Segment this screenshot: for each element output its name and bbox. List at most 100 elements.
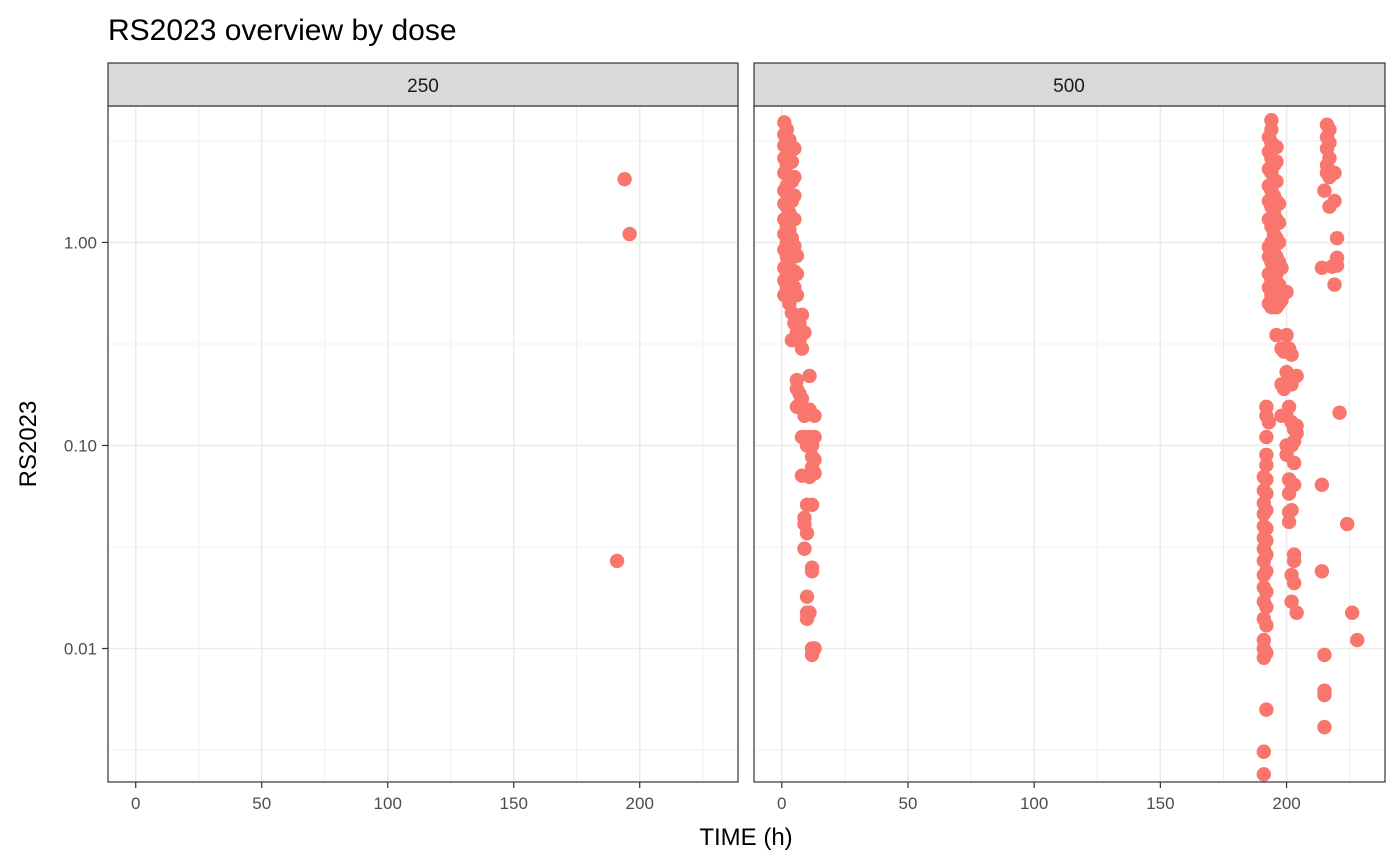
facet-strip [107, 62, 739, 107]
data-point [1259, 457, 1274, 473]
x-tick-label: 200 [626, 794, 654, 813]
data-point [802, 368, 817, 384]
data-point [1259, 645, 1274, 661]
data-point [1279, 284, 1294, 300]
data-point [1286, 455, 1302, 471]
data-point [1259, 502, 1274, 518]
data-point [1259, 399, 1274, 415]
data-point [1259, 547, 1274, 562]
data-point [1259, 429, 1274, 445]
panel-250: 250 0 50 100 150 200 [107, 62, 739, 813]
data-point [1259, 486, 1274, 501]
x-tick-label: 100 [374, 794, 402, 813]
data-point [807, 466, 822, 481]
data-point [1350, 632, 1365, 648]
data-point [799, 525, 815, 541]
data-point [1269, 154, 1284, 169]
x-tick-label: 200 [1272, 794, 1300, 813]
data-point [1259, 564, 1274, 579]
data-point [1281, 399, 1297, 415]
data-point [1289, 605, 1304, 620]
data-point [787, 169, 802, 185]
data-point [1259, 584, 1274, 600]
data-point [1286, 477, 1302, 493]
y-axis: 0.01 0.10 1.00 [64, 233, 108, 658]
panel-background [108, 106, 738, 782]
data-point [794, 391, 810, 406]
facet-label: 250 [407, 76, 439, 97]
data-point [1269, 174, 1284, 189]
points [609, 171, 637, 569]
x-tick-label: 50 [252, 794, 271, 813]
data-point [787, 188, 802, 203]
y-axis-title: RS2023 [15, 401, 42, 488]
data-point [1289, 368, 1304, 384]
data-point [1286, 553, 1302, 569]
gridlines [108, 106, 738, 782]
data-point [787, 141, 802, 156]
data-point [1259, 521, 1274, 536]
data-point [789, 287, 805, 303]
data-point [1322, 135, 1337, 150]
x-axis-title: TIME (h) [699, 824, 792, 851]
x-tick-label: 0 [131, 794, 140, 813]
data-point [789, 266, 805, 282]
data-point [1322, 151, 1337, 166]
points [777, 113, 1365, 782]
data-point [1259, 533, 1274, 548]
data-point [1329, 230, 1345, 246]
data-point [1271, 196, 1287, 212]
data-point [609, 553, 625, 569]
y-tick-label: 0.10 [64, 436, 97, 455]
data-point [797, 541, 812, 556]
data-point [794, 341, 810, 356]
data-point [1264, 113, 1279, 128]
data-point [617, 171, 632, 187]
data-point [1327, 193, 1342, 209]
data-point [1284, 594, 1299, 609]
data-point [1271, 215, 1287, 230]
data-point [1259, 702, 1274, 717]
data-point [1269, 139, 1284, 155]
data-point [799, 589, 815, 604]
data-point [1256, 632, 1272, 648]
panel-500: 500 0 50 100 150 200 [753, 62, 1386, 813]
data-point [1256, 767, 1272, 782]
data-point [807, 408, 822, 424]
data-point [1289, 425, 1304, 441]
data-point [1317, 183, 1332, 198]
x-tick-label: 150 [1146, 794, 1174, 813]
data-point [1317, 647, 1332, 663]
data-point [1261, 415, 1277, 430]
data-point [1259, 472, 1274, 487]
x-tick-label: 100 [1020, 794, 1048, 813]
data-point [807, 429, 822, 445]
data-point [807, 452, 822, 468]
data-point [622, 226, 637, 242]
y-tick-label: 1.00 [64, 233, 97, 252]
data-point [1339, 516, 1355, 532]
data-point [804, 497, 820, 513]
data-point [1322, 122, 1337, 137]
x-axis: 0 50 100 150 200 [777, 782, 1301, 813]
data-point [802, 605, 817, 620]
data-point [789, 248, 805, 263]
data-point [1314, 477, 1330, 493]
data-point [797, 325, 812, 340]
facet-label: 500 [1053, 76, 1085, 97]
data-point [1259, 618, 1274, 633]
data-point [1274, 260, 1289, 276]
data-point [784, 154, 800, 169]
data-point [1286, 575, 1302, 591]
data-point [794, 307, 810, 323]
data-point [1281, 514, 1297, 530]
x-tick-label: 0 [777, 794, 786, 813]
data-point [787, 212, 802, 227]
x-tick-label: 50 [899, 794, 918, 813]
x-axis: 0 50 100 150 200 [131, 782, 654, 813]
data-point [1332, 405, 1347, 420]
data-point [1284, 502, 1299, 518]
data-point [1317, 719, 1332, 735]
data-point [1327, 277, 1342, 292]
